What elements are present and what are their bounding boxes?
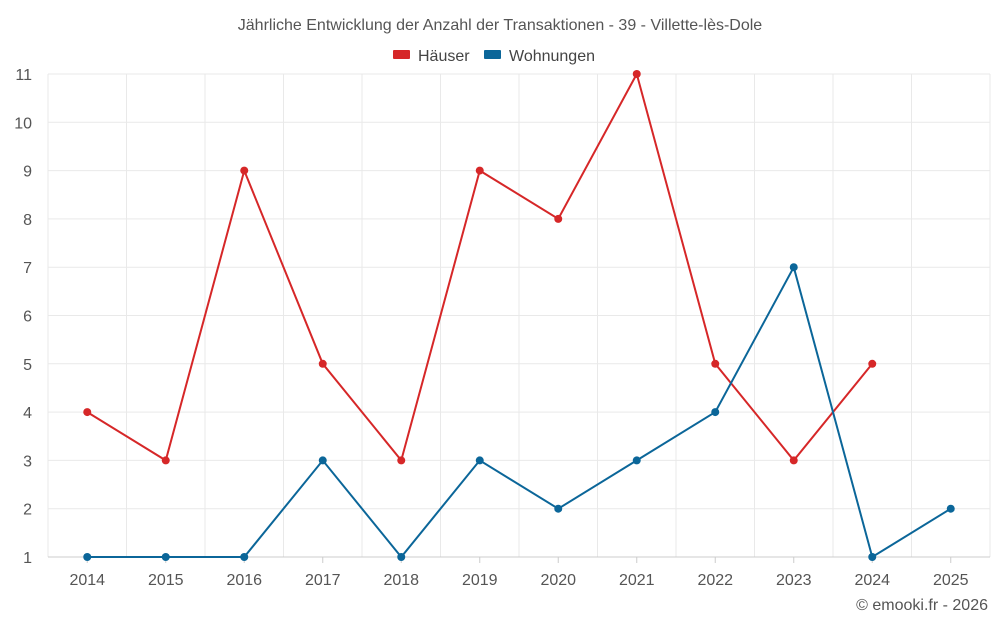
- data-point-wohnungen[interactable]: [711, 408, 720, 417]
- x-tick-label: 2025: [933, 572, 969, 589]
- legend-item-haeuser[interactable]: Häuser: [393, 48, 470, 65]
- legend: Häuser Wohnungen: [393, 48, 595, 65]
- series-line-wohnungen: [87, 264, 952, 559]
- data-point-haeuser[interactable]: [318, 359, 327, 368]
- data-point-haeuser[interactable]: [475, 166, 484, 175]
- data-point-haeuser[interactable]: [868, 359, 877, 368]
- x-tick-label: 2024: [854, 572, 890, 589]
- x-tick-label: 2017: [305, 572, 341, 589]
- data-point-haeuser[interactable]: [632, 70, 641, 78]
- data-point-haeuser[interactable]: [83, 408, 92, 417]
- data-point-wohnungen[interactable]: [240, 553, 249, 561]
- x-tick-label: 2023: [776, 572, 812, 589]
- data-point-wohnungen[interactable]: [789, 263, 798, 272]
- data-point-wohnungen[interactable]: [868, 553, 877, 561]
- series-wohnungen: [83, 263, 955, 561]
- data-point-haeuser[interactable]: [240, 166, 249, 175]
- data-point-haeuser[interactable]: [711, 359, 720, 368]
- y-tick-label: 4: [23, 405, 32, 422]
- legend-item-wohnungen[interactable]: Wohnungen: [484, 48, 595, 65]
- y-tick-label: 8: [23, 212, 32, 229]
- y-tick-label: 1: [23, 550, 32, 567]
- x-tick-label: 2015: [148, 572, 184, 589]
- series-haeuser: [83, 70, 877, 465]
- chart-title: Jährliche Entwicklung der Anzahl der Tra…: [238, 17, 763, 34]
- y-tick-label: 5: [23, 357, 32, 374]
- legend-swatch-wohnungen: [484, 50, 501, 59]
- data-point-haeuser[interactable]: [397, 456, 406, 465]
- data-point-wohnungen[interactable]: [318, 456, 327, 465]
- data-point-wohnungen[interactable]: [397, 553, 406, 561]
- x-tick-label: 2021: [619, 572, 655, 589]
- axes: 1 2 3 4 5 6 7 8 9 10 11 2014 2015 2016 2017 2018 2019 202…: [14, 67, 990, 589]
- x-tick-label: 2018: [383, 572, 419, 589]
- x-tick-label: 2014: [69, 572, 105, 589]
- x-tick-label: 2022: [697, 572, 733, 589]
- series: [83, 70, 955, 561]
- legend-label-wohnungen: Wohnungen: [509, 48, 595, 65]
- data-point-wohnungen[interactable]: [475, 456, 484, 465]
- data-point-haeuser[interactable]: [161, 456, 170, 465]
- data-point-haeuser[interactable]: [554, 214, 563, 223]
- credit-text: © emooki.fr - 2026: [856, 597, 988, 614]
- y-tick-label: 9: [23, 164, 32, 181]
- y-tick-label: 3: [23, 453, 32, 470]
- y-tick-label: 6: [23, 309, 32, 326]
- y-tick-label: 2: [23, 502, 32, 519]
- x-tick-label: 2020: [540, 572, 576, 589]
- data-point-wohnungen[interactable]: [83, 553, 92, 561]
- data-point-wohnungen[interactable]: [632, 456, 641, 465]
- legend-label-haeuser: Häuser: [418, 48, 470, 65]
- y-tick-label: 10: [14, 115, 32, 132]
- data-point-wohnungen[interactable]: [946, 504, 955, 513]
- data-point-wohnungen[interactable]: [161, 553, 170, 561]
- legend-swatch-haeuser: [393, 50, 410, 59]
- y-tick-label: 7: [23, 260, 32, 277]
- y-tick-label: 11: [15, 67, 32, 84]
- x-tick-label: 2016: [226, 572, 262, 589]
- data-point-haeuser[interactable]: [789, 456, 798, 465]
- x-tick-label: 2019: [462, 572, 498, 589]
- data-point-wohnungen[interactable]: [554, 504, 563, 513]
